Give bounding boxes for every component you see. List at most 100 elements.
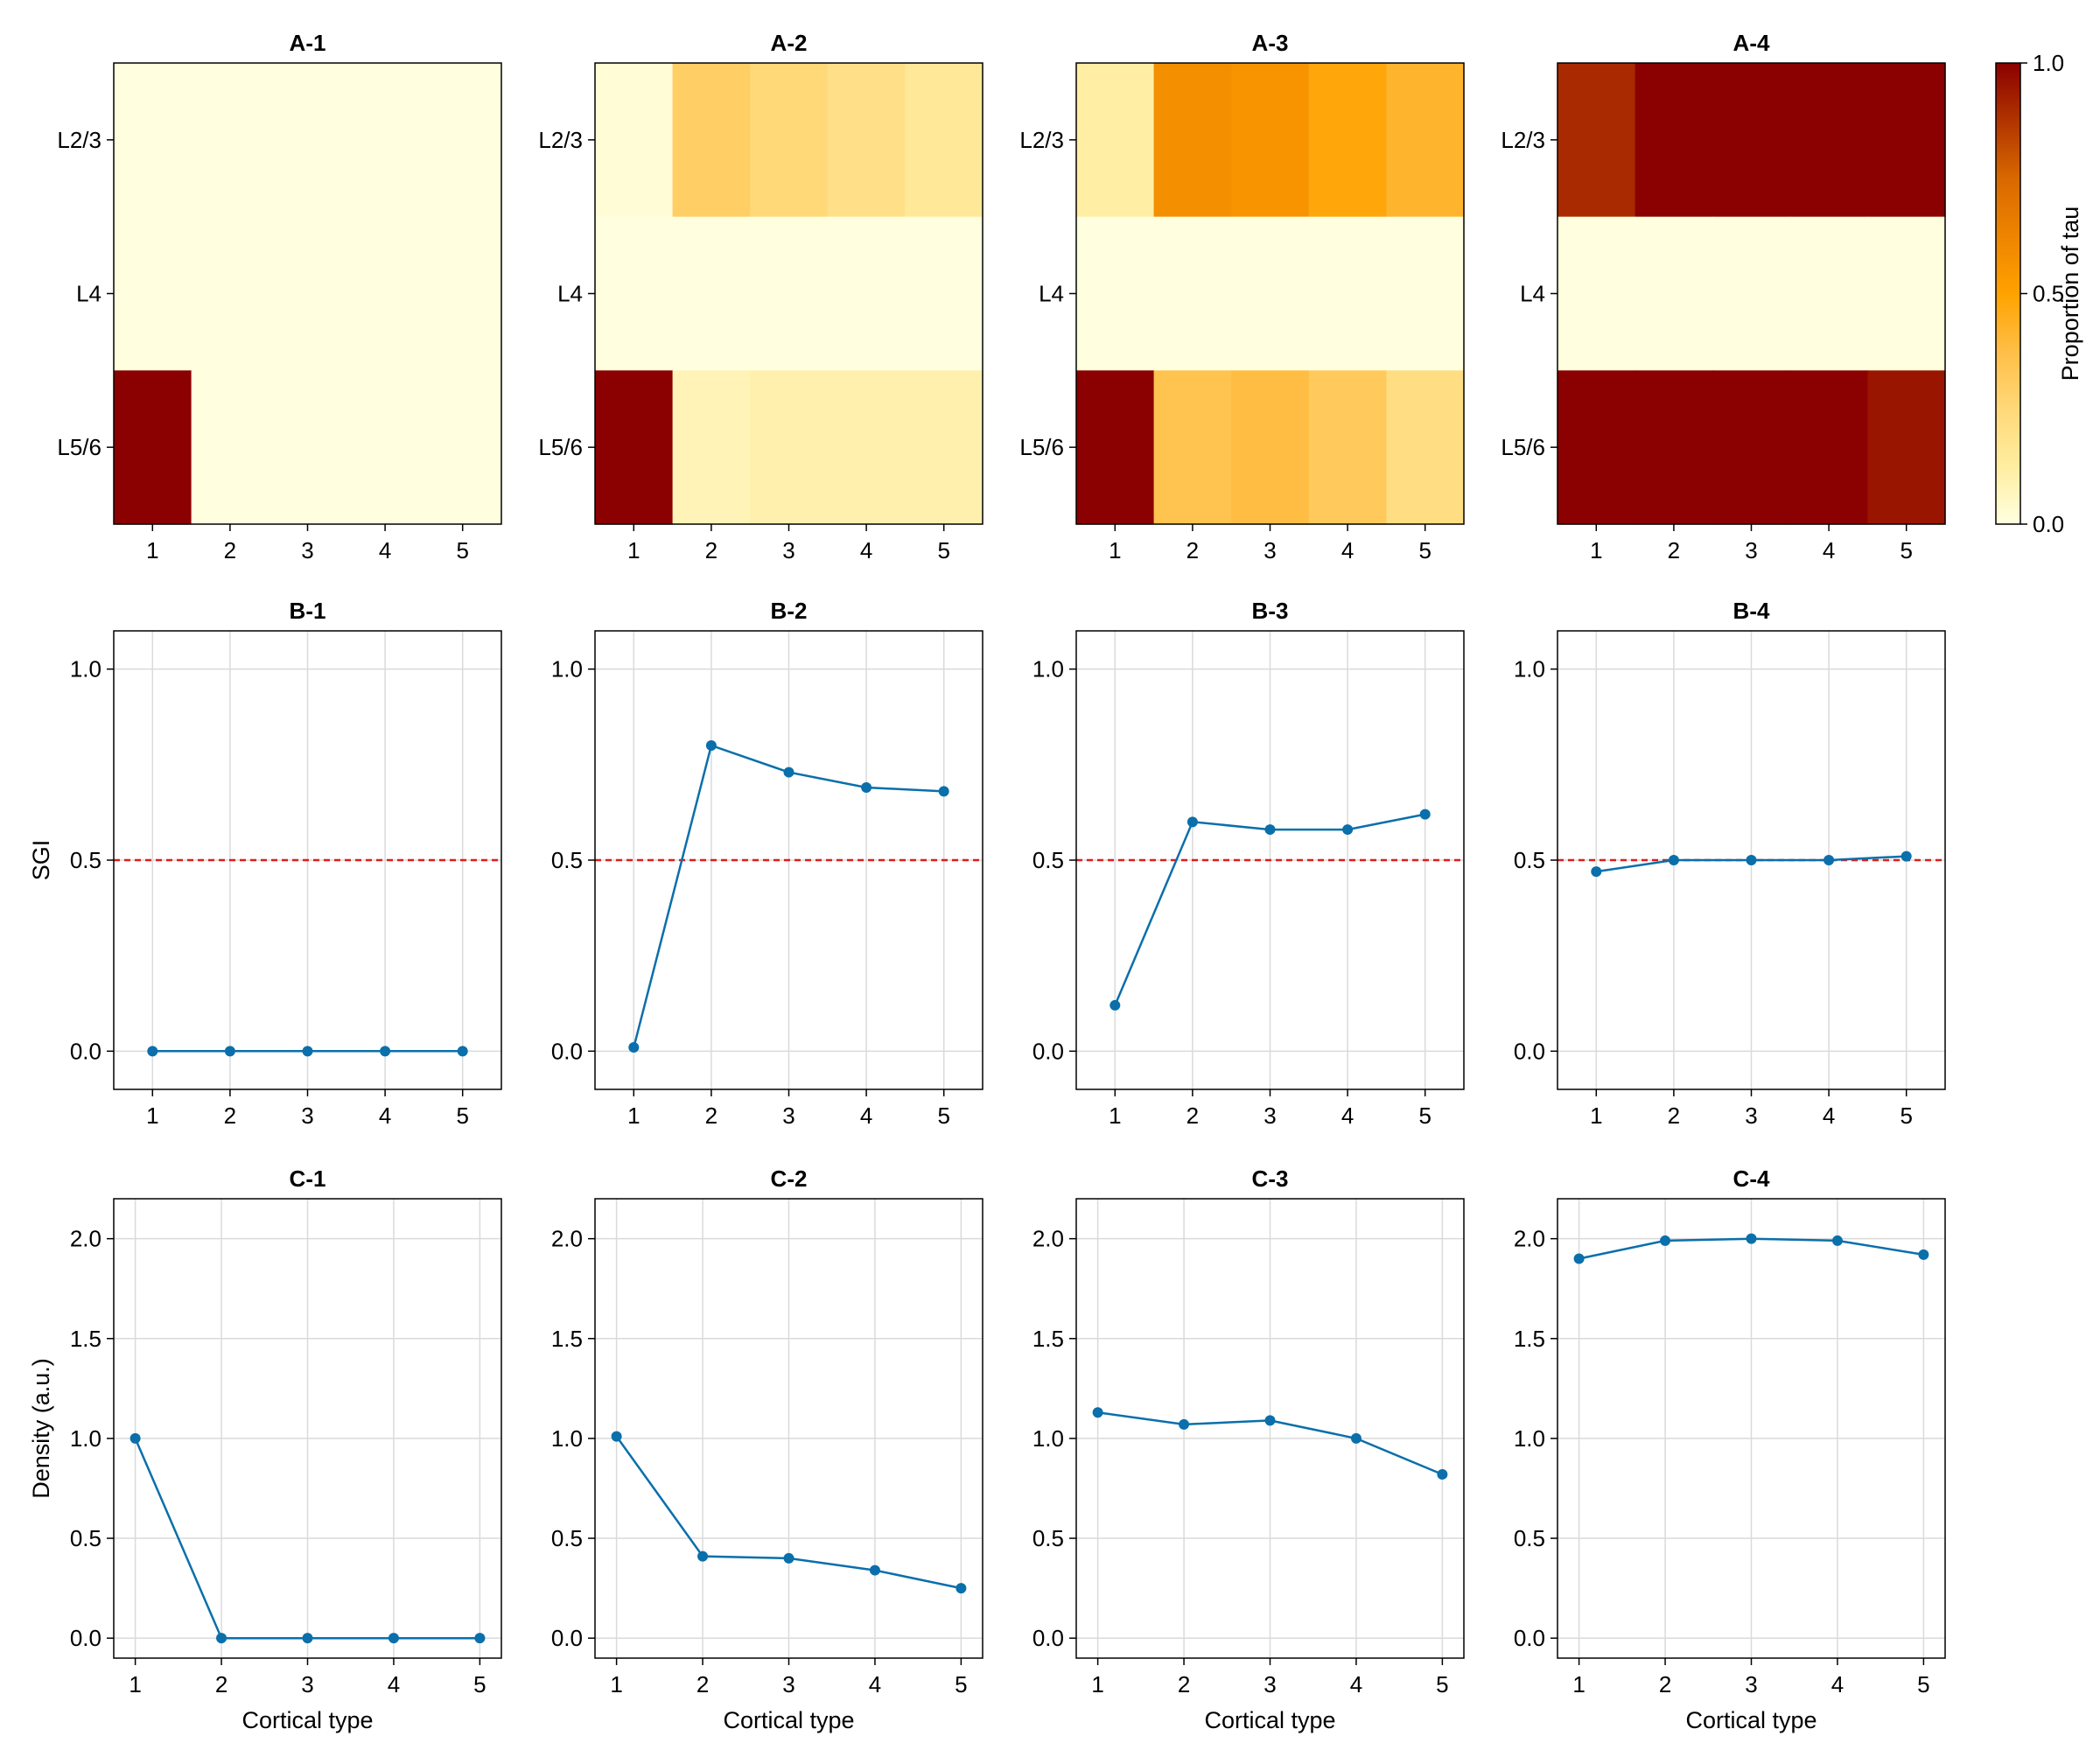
x-tick-label: 4: [1831, 1671, 1844, 1698]
heatmap-cell: [1231, 63, 1310, 218]
data-point: [1746, 1233, 1757, 1244]
data-point: [224, 1046, 235, 1057]
plot-frame: [1075, 630, 1465, 1090]
data-point: [1668, 855, 1679, 865]
x-tick-label: 2: [705, 537, 718, 564]
y-tick-label: 0.5: [70, 847, 102, 873]
x-tick-label: 2: [215, 1671, 228, 1698]
heatmap-cell: [1076, 216, 1155, 371]
y-tick-label: L4: [1520, 281, 1545, 307]
data-point: [611, 1431, 622, 1442]
heatmap-cell: [1634, 216, 1713, 371]
x-tick-label: 2: [705, 1102, 718, 1129]
panel-title: C-4: [1733, 1166, 1770, 1192]
panel-b-2: B-2 1 2 3 4 5 0.0 0.5 1.0: [551, 598, 984, 1129]
heatmap-cell: [672, 216, 751, 371]
plot-frame: [594, 1198, 984, 1659]
colorbar-bar: [1995, 62, 2021, 525]
heatmap-cell: [114, 63, 192, 218]
heatmap-cell: [827, 370, 906, 525]
y-tick-label: L4: [557, 281, 583, 307]
x-tick-label: 1: [1590, 537, 1602, 564]
x-tick-label: 5: [473, 1671, 486, 1698]
panel-title: A-1: [290, 30, 326, 56]
heatmap-cell: [1634, 63, 1713, 218]
y-tick-label: 1.0: [1032, 1425, 1064, 1452]
heatmap-cell: [1386, 216, 1465, 371]
x-tick-label: 4: [1823, 537, 1835, 564]
x-tick-label: 4: [1823, 1102, 1835, 1129]
y-tick-label: L2/3: [1501, 127, 1545, 153]
data-point: [1900, 850, 1912, 862]
panel-title: B-3: [1252, 598, 1289, 624]
data-point: [1186, 816, 1198, 828]
x-axis-label: Cortical type: [242, 1707, 373, 1733]
heatmap-cell: [1789, 370, 1868, 525]
x-tick-label: 5: [456, 537, 468, 564]
x-tick-label: 3: [1745, 537, 1757, 564]
heatmap-cell: [672, 370, 751, 525]
panel-title: B-4: [1733, 598, 1770, 624]
y-tick-label: 0.0: [551, 1038, 583, 1064]
x-tick-label: 2: [1668, 537, 1680, 564]
y-tick-label: 0.0: [1032, 1038, 1064, 1064]
y-tick-label: L2/3: [1019, 127, 1064, 153]
plot-frame: [1075, 1198, 1465, 1659]
data-point: [1660, 1235, 1671, 1246]
x-tick-label: 5: [1436, 1671, 1448, 1698]
heatmap-cell: [191, 216, 270, 371]
heatmap-cell: [1634, 370, 1713, 525]
heatmap-cell: [1867, 216, 1946, 371]
y-tick-label: L4: [1039, 281, 1064, 307]
x-tick-label: 5: [1900, 537, 1912, 564]
panel-b-3: B-3 1 2 3 4 5 0.0 0.5 1.0: [1032, 598, 1465, 1129]
x-tick-label: 3: [301, 1102, 313, 1129]
x-tick-label: 5: [1418, 537, 1431, 564]
y-tick-label: L2/3: [57, 127, 102, 153]
data-point: [783, 766, 794, 778]
x-tick-label: 1: [627, 1102, 640, 1129]
heatmap-cell: [905, 63, 984, 218]
heatmap-cell: [750, 370, 829, 525]
heatmap-cell: [346, 63, 424, 218]
x-axis-label: Cortical type: [723, 1707, 854, 1733]
panel-title: A-3: [1252, 30, 1289, 56]
panel-a-4: A-4 1 2 3 4 5 L2/3 L4 L5/6: [1501, 30, 1946, 564]
y-tick-label: L2/3: [538, 127, 583, 153]
heatmap-cell: [1076, 370, 1155, 525]
heatmap-cell: [1386, 370, 1465, 525]
colorbar-tick-label: 0.0: [2033, 511, 2064, 537]
data-point: [705, 740, 717, 751]
heatmap-cell: [1076, 63, 1155, 218]
x-tick-label: 4: [1350, 1671, 1362, 1698]
panel-title: B-1: [290, 598, 326, 624]
y-axis-label: SGI: [28, 840, 54, 881]
data-point: [130, 1432, 141, 1444]
y-tick-label: 1.0: [70, 1425, 102, 1452]
x-tick-label: 4: [869, 1671, 881, 1698]
panel-c-4: C-4 1 2 3 4 5 0.0 0.5 1.0 1.5 2.0 Cortical type: [1514, 1166, 1946, 1733]
data-point: [380, 1046, 391, 1057]
data-point: [457, 1046, 468, 1057]
x-tick-label: 4: [860, 537, 872, 564]
heatmap-cell: [1153, 370, 1232, 525]
x-tick-label: 5: [937, 1102, 949, 1129]
x-tick-label: 2: [1186, 1102, 1199, 1129]
x-tick-label: 5: [1900, 1102, 1912, 1129]
x-tick-label: 1: [1109, 537, 1121, 564]
data-point: [147, 1046, 158, 1057]
heatmap-cell: [424, 63, 502, 218]
y-tick-label: 1.0: [1514, 1425, 1545, 1452]
x-tick-label: 3: [782, 1102, 794, 1129]
x-tick-label: 4: [1341, 537, 1354, 564]
x-tick-label: 4: [1341, 1102, 1354, 1129]
y-tick-label: 1.0: [1032, 656, 1064, 682]
panel-c-1: C-1 1 2 3 4 5 0.0 0.5 1.0 1.5 2.0 Cortical type Dens…: [28, 1166, 502, 1733]
x-tick-label: 3: [1264, 537, 1276, 564]
x-tick-label: 5: [937, 537, 949, 564]
y-tick-label: 0.0: [70, 1625, 102, 1651]
y-tick-label: L4: [76, 281, 102, 307]
heatmap-cell: [1712, 63, 1791, 218]
heatmap-cell: [905, 370, 984, 525]
y-tick-label: 1.0: [551, 1425, 583, 1452]
